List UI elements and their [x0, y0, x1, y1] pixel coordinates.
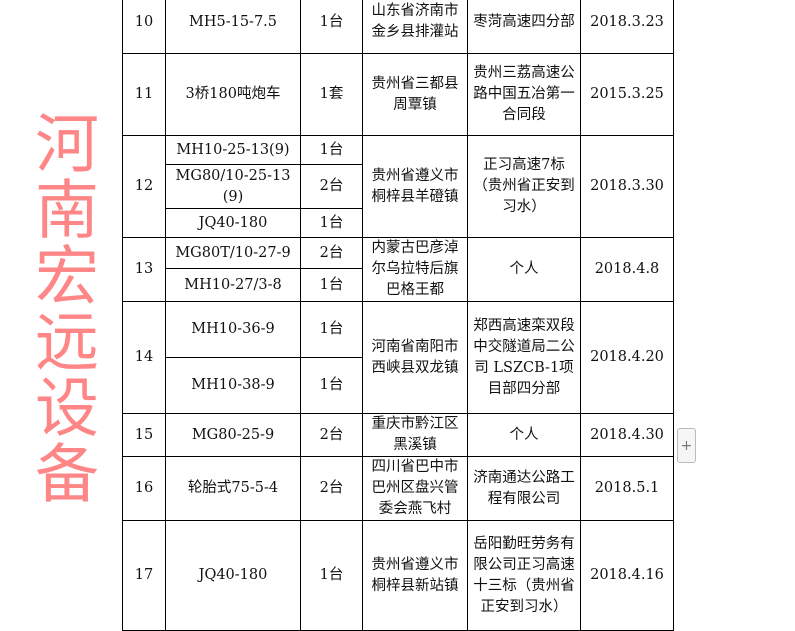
equipment-model: MH5-15-7.5	[165, 0, 301, 54]
date: 2018.4.8	[580, 237, 674, 302]
equipment-model: 轮胎式75-5-4	[165, 456, 301, 521]
quantity: 2台	[300, 456, 363, 521]
table-body: 10 MH5-15-7.5 1台 山东省济南市金乡县排灌站 枣菏高速四分部 2018.3.…	[122, 0, 674, 631]
location: 四川省巴中市巴州区盘兴管委会燕飞村	[362, 456, 468, 521]
customer: 个人	[467, 413, 581, 457]
date: 2018.4.20	[580, 301, 674, 414]
date: 2018.4.16	[580, 520, 674, 631]
quantity: 2台	[300, 236, 363, 270]
location: 山东省济南市金乡县排灌站	[362, 0, 468, 54]
table-row: 14 MH10-36-9 1台 河南省南阳市西峡县双龙镇 郑西高速栾双段中交隧道局二公司…	[122, 301, 674, 414]
customer: 岳阳勤旺劳务有限公司正习高速十三标（贵州省正安到习水）	[467, 520, 581, 631]
location: 贵州省遵义市桐梓县新站镇	[362, 520, 468, 631]
table-row: MH10-27/3-8 1台	[123, 268, 674, 302]
equipment-model: MH10-25-13(9)	[165, 135, 301, 165]
sales-record-table: 10 MH5-15-7.5 1台 山东省济南市金乡县排灌站 枣菏高速四分部 2018.3.…	[122, 0, 674, 631]
quantity: 1台	[300, 520, 363, 631]
table-row: 17 JQ40-180 1台 贵州省遵义市桐梓县新站镇 岳阳勤旺劳务有限公司正习高速十三…	[122, 520, 674, 631]
date: 2018.3.30	[580, 135, 674, 238]
quantity: 1套	[300, 53, 363, 136]
date: 2018.4.30	[580, 413, 674, 457]
quantity: 1台	[300, 135, 363, 165]
quantity: 2台	[300, 413, 363, 457]
quantity: 1台	[300, 208, 363, 238]
customer: 枣菏高速四分部	[467, 0, 581, 54]
row-number: 10	[122, 0, 166, 54]
row-number: 13	[122, 237, 166, 302]
customer: 郑西高速栾双段中交隧道局二公司 LSZCB-1项目部四分部	[467, 301, 581, 414]
location: 河南省南阳市西峡县双龙镇	[362, 301, 468, 414]
quantity: 2台	[300, 164, 363, 209]
quantity: 1台	[300, 357, 363, 414]
location: 贵州省遵义市桐梓县羊磴镇	[362, 135, 468, 238]
equipment-model: JQ40-180	[165, 208, 301, 238]
expand-button[interactable]: +	[677, 428, 696, 463]
quantity: 1台	[300, 0, 363, 54]
row-number: 12	[122, 135, 166, 238]
location: 重庆市黔江区黑溪镇	[362, 413, 468, 457]
table-row: MH10-38-9 1台	[123, 357, 674, 414]
quantity: 1台	[300, 268, 363, 302]
location: 内蒙古巴彦淖尔乌拉特后旗巴格王都	[362, 237, 468, 302]
watermark: 河南宏远设备	[24, 110, 98, 506]
equipment-model: JQ40-180	[165, 520, 301, 631]
row-number: 11	[122, 53, 166, 136]
row-number: 15	[122, 413, 166, 457]
table-row: 15 MG80-25-9 2台 重庆市黔江区黑溪镇 个人 2018.4.30	[122, 413, 674, 457]
table-row: 16 轮胎式75-5-4 2台 四川省巴中市巴州区盘兴管委会燕飞村 济南通达公路工程有限…	[122, 456, 674, 521]
equipment-model: MG80/10-25-13(9)	[165, 164, 301, 209]
customer: 济南通达公路工程有限公司	[467, 456, 581, 521]
table-row: 13 MG80T/10-27-9 2台 内蒙古巴彦淖尔乌拉特后旗巴格王都 个人 2018.…	[122, 236, 674, 302]
equipment-model: MG80T/10-27-9	[165, 236, 301, 270]
location: 贵州省三都县周覃镇	[362, 53, 468, 136]
equipment-model: MG80-25-9	[165, 413, 301, 457]
date: 2015.3.25	[580, 53, 674, 136]
date: 2018.3.23	[580, 0, 674, 54]
equipment-model: MH10-38-9	[165, 357, 301, 414]
equipment-model: 3桥180吨炮车	[165, 53, 301, 136]
quantity: 1台	[300, 301, 363, 358]
row-number: 16	[122, 456, 166, 521]
customer: 正习高速7标（贵州省正安到习水）	[467, 135, 581, 238]
table-row: JQ40-180 1台	[123, 208, 674, 238]
customer: 贵州三荔高速公路中国五冶第一合同段	[467, 53, 581, 136]
customer: 个人	[467, 237, 581, 302]
table-row: 12 MH10-25-13(9) 1台 贵州省遵义市桐梓县羊磴镇 正习高速7标（贵州省正…	[122, 135, 674, 238]
table-row: 10 MH5-15-7.5 1台 山东省济南市金乡县排灌站 枣菏高速四分部 2018.3.…	[122, 0, 674, 54]
equipment-model: MH10-27/3-8	[165, 268, 301, 302]
table-row: 11 3桥180吨炮车 1套 贵州省三都县周覃镇 贵州三荔高速公路中国五冶第一合同段 20…	[122, 53, 674, 136]
row-number: 17	[122, 520, 166, 631]
equipment-model: MH10-36-9	[165, 301, 301, 358]
date: 2018.5.1	[580, 456, 674, 521]
table-row: MG80/10-25-13(9) 2台	[123, 164, 674, 209]
row-number: 14	[122, 301, 166, 414]
